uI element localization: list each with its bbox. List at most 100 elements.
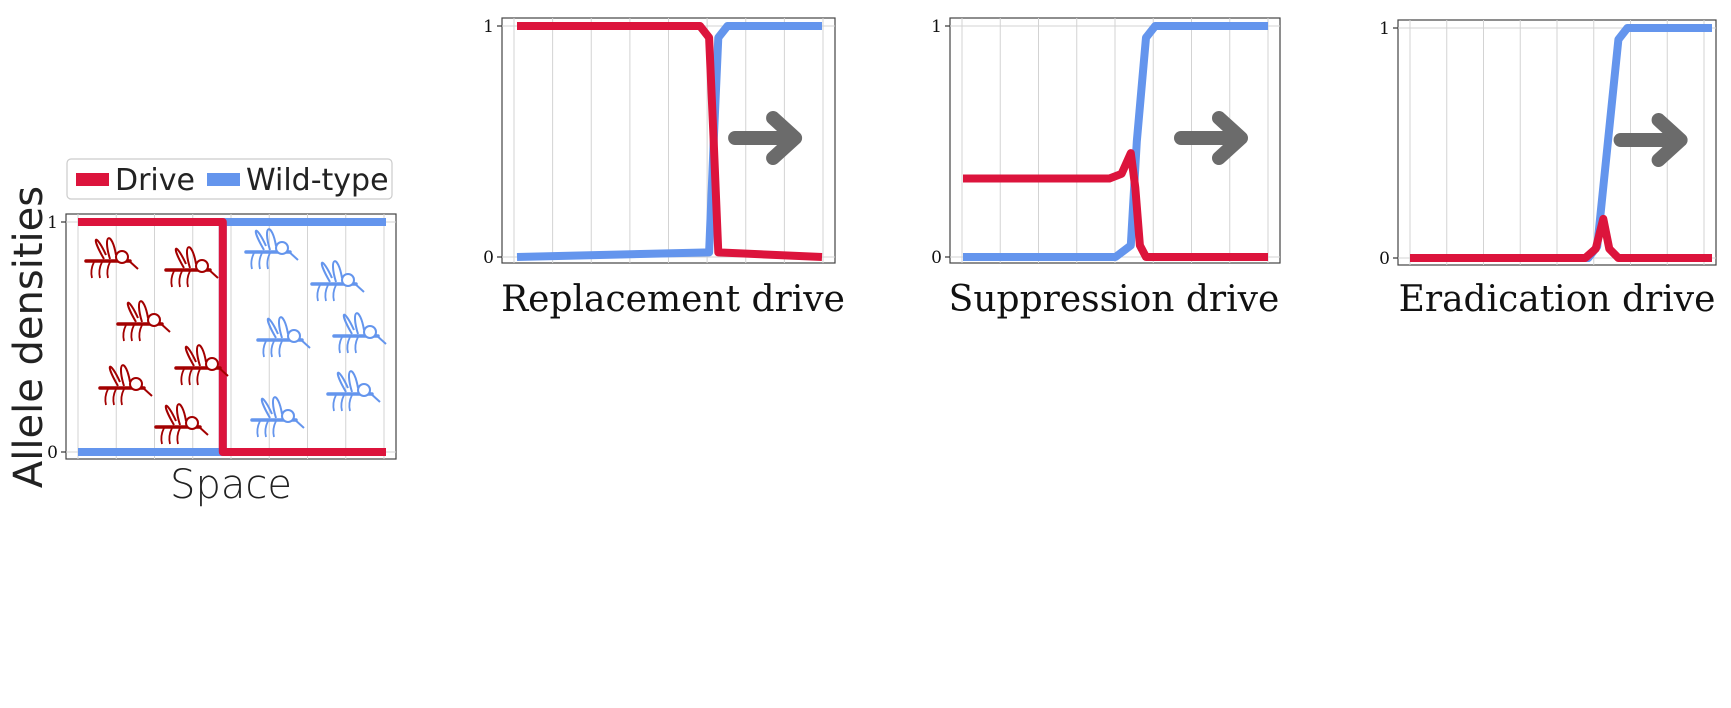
mosquito-leg <box>346 336 351 354</box>
mosquito-icon <box>164 246 219 288</box>
mosquito-wing <box>174 247 187 269</box>
mosquito-leg <box>250 252 255 270</box>
mosquito-wing <box>254 229 267 251</box>
mosquito-proboscis <box>196 424 209 436</box>
drive-series-line <box>963 149 1268 261</box>
legend-swatch-drive <box>76 173 109 186</box>
mosquito-proboscis <box>368 391 381 403</box>
mosquito-leg <box>278 340 283 358</box>
mosquito-proboscis <box>374 333 387 345</box>
y-tick-label: 0 <box>483 248 494 268</box>
mosquito-leg <box>338 336 343 354</box>
mosquito-wing <box>196 344 207 367</box>
mosquito-leg <box>120 388 125 406</box>
mosquito-head <box>281 409 295 423</box>
mosquito-leg <box>266 252 271 270</box>
mosquito-leg <box>98 261 103 279</box>
mosquito-proboscis <box>126 258 139 270</box>
mosquito-head <box>275 241 289 255</box>
mosquito-icon <box>326 370 381 412</box>
mosquito-wing <box>106 237 117 260</box>
mosquito-head <box>205 357 219 371</box>
y-tick-label: 1 <box>483 17 494 37</box>
mosquito-leg <box>270 340 275 358</box>
arrow-right-icon <box>1613 113 1688 167</box>
legend-label-wild-type: Wild-type <box>246 163 389 198</box>
arrow-head <box>1212 111 1248 165</box>
legend-swatch-wild-type <box>207 173 240 186</box>
mosquito-icon <box>174 344 229 386</box>
mosquito-wing <box>120 364 131 387</box>
chart-title: Suppression drive <box>949 279 1280 320</box>
mosquito-leg <box>354 336 359 354</box>
mosquito-leg <box>188 368 193 386</box>
mosquito-icon <box>250 396 305 438</box>
y-tick-label: 0 <box>47 443 58 463</box>
mosquito-icon <box>154 403 209 445</box>
mosquito-leg <box>186 270 191 288</box>
x-axis-label: Space <box>170 462 292 508</box>
mosquito-icon <box>310 260 365 302</box>
mosquito-wing <box>266 317 279 339</box>
chart-panel-2: 0 1 Replacement drive <box>483 17 845 320</box>
mosquito-leg <box>170 270 175 288</box>
mosquito-leg <box>122 324 127 342</box>
drive-series-line <box>1410 214 1712 262</box>
legend: Drive Wild-type <box>66 158 393 200</box>
mosquito-proboscis <box>206 267 219 279</box>
mosquito-icon <box>244 228 299 270</box>
mosquito-proboscis <box>216 365 229 377</box>
mosquito-leg <box>340 394 345 412</box>
mosquito-leg <box>160 427 165 445</box>
mosquito-head <box>195 259 209 273</box>
mosquito-leg <box>256 420 261 438</box>
mosquito-wing <box>176 403 187 426</box>
mosquito-leg <box>272 420 277 438</box>
mosquito-wing <box>342 313 355 335</box>
mosquito-leg <box>130 324 135 342</box>
mosquito-leg <box>178 270 183 288</box>
mosquito-leg <box>104 388 109 406</box>
mosquito-leg <box>316 284 321 302</box>
y-tick-label: 1 <box>47 213 58 233</box>
mosquito-leg <box>138 324 143 342</box>
mosquito-wing <box>320 261 333 283</box>
mosquito-wing <box>94 238 107 260</box>
mosquito-leg <box>112 388 117 406</box>
mosquito-wing <box>348 370 359 393</box>
mosquito-leg <box>262 340 267 358</box>
arrow-right-icon <box>728 111 803 165</box>
drive-series-line <box>78 218 386 456</box>
mosquito-wing <box>278 316 289 339</box>
wild-type-series-line <box>963 22 1268 261</box>
arrow-right-icon <box>1174 111 1248 165</box>
mosquito-leg <box>348 394 353 412</box>
drive-series-line <box>517 22 823 261</box>
mosquito-icon <box>116 300 171 342</box>
mosquito-wing <box>272 396 283 419</box>
mosquito-leg <box>324 284 329 302</box>
y-tick-label: 1 <box>1379 19 1390 39</box>
mosquito-proboscis <box>292 417 305 429</box>
mosquito-head <box>129 377 143 391</box>
mosquito-wing <box>186 246 197 269</box>
mosquito-head <box>363 325 377 339</box>
mosquito-proboscis <box>140 385 153 397</box>
y-tick-label: 0 <box>1379 249 1390 269</box>
wild-type-series-line <box>516 22 822 261</box>
mosquito-proboscis <box>158 321 171 333</box>
mosquito-wing <box>164 404 177 426</box>
mosquito-wing <box>138 300 149 323</box>
mosquito-wing <box>126 301 139 323</box>
chart-panel-3: 0 1 Suppression drive <box>931 17 1281 320</box>
chart-title: Replacement drive <box>501 279 845 320</box>
mosquito-leg <box>196 368 201 386</box>
mosquito-leg <box>264 420 269 438</box>
mosquito-leg <box>168 427 173 445</box>
chart-title: Eradication drive <box>1399 279 1716 320</box>
mosquito-leg <box>106 261 111 279</box>
mosquito-wing <box>184 345 197 367</box>
mosquito-head <box>341 273 355 287</box>
mosquito-wing <box>260 397 273 419</box>
